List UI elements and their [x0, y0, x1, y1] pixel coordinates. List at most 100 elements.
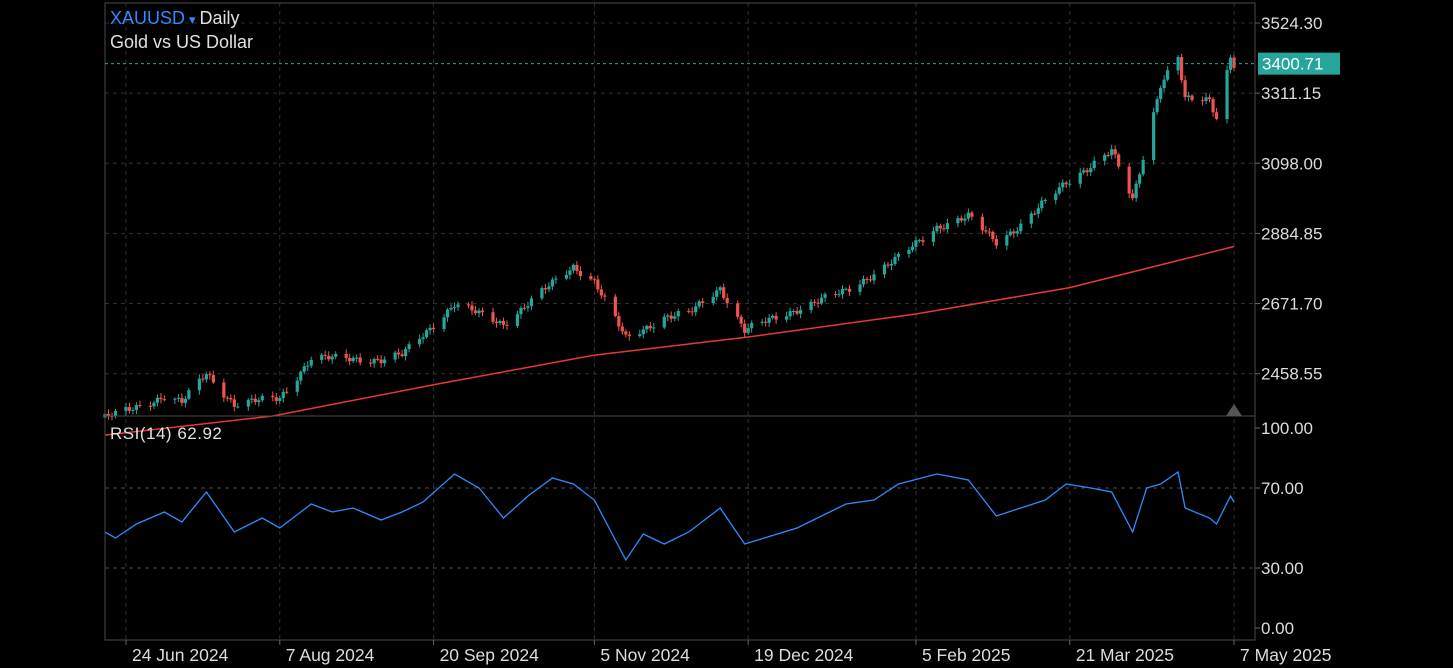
candle-body — [295, 380, 299, 392]
candle-body — [334, 353, 338, 357]
candlestick-layer — [103, 53, 1236, 421]
candle-body — [424, 330, 429, 338]
candle-body — [1152, 112, 1156, 160]
candle-body — [159, 397, 163, 400]
candle-body — [564, 274, 568, 279]
candle-body — [662, 316, 666, 328]
candle-body — [641, 329, 645, 335]
scroll-marker-icon[interactable] — [1226, 404, 1243, 416]
candle-body — [882, 264, 887, 275]
candle-body — [183, 398, 187, 403]
symbol-name[interactable]: XAUUSD — [110, 8, 186, 28]
candle-body — [613, 296, 617, 317]
rsi-layer — [104, 470, 1235, 562]
candle-body — [529, 298, 534, 307]
candle-body — [1113, 149, 1117, 155]
candle-body — [250, 398, 254, 400]
symbol-selector[interactable]: XAUUSD ▾ Daily — [110, 7, 240, 31]
candle-body — [1225, 69, 1229, 120]
candle-body — [589, 276, 593, 280]
candle-body — [473, 310, 478, 314]
candle-body — [746, 328, 750, 333]
candle-body — [131, 409, 135, 411]
price-axis[interactable]: 3524.30 3311.15 3098.00 2884.85 2671.70 2458.… — [1255, 14, 1322, 384]
candle-body — [1228, 57, 1233, 70]
candle-body — [1183, 80, 1187, 98]
candle-body — [344, 353, 348, 359]
candle-body — [1179, 57, 1184, 81]
candle-body — [764, 321, 768, 323]
candle-body — [715, 290, 719, 297]
candle-body — [1159, 88, 1163, 100]
candle-body — [872, 274, 876, 281]
interval-label[interactable]: Daily — [199, 8, 240, 28]
candle-body — [470, 305, 474, 311]
candle-body — [236, 406, 240, 408]
candle-body — [858, 284, 862, 292]
candle-body — [914, 240, 918, 247]
candle-body — [910, 246, 915, 250]
candle-body — [980, 216, 984, 231]
candle-body — [917, 240, 922, 242]
candle-body — [648, 325, 652, 329]
candle-body — [176, 397, 181, 399]
candle-body — [1211, 99, 1215, 113]
candle-body — [106, 413, 111, 416]
candle-body — [571, 264, 575, 271]
candle-body — [257, 400, 261, 403]
candle-body — [739, 316, 743, 324]
candle-body — [421, 337, 425, 340]
time-axis[interactable]: 24 Jun 2024 7 Aug 2024 20 Sep 2024 5 Nov 20… — [125, 640, 1332, 665]
candle-body — [1155, 99, 1159, 113]
candle-body — [984, 230, 988, 232]
candle-body — [816, 302, 820, 304]
candle-body — [1232, 57, 1236, 68]
candle-body — [959, 218, 963, 221]
candle-body — [1064, 182, 1068, 185]
candle-body — [400, 354, 404, 357]
rsi-indicator-label[interactable]: RSI(14) 62.92 — [110, 424, 222, 444]
candle-body — [592, 279, 596, 281]
rsi-axis[interactable]: 100.00 70.00 30.00 0.00 — [1255, 419, 1313, 638]
candle-body — [1089, 168, 1093, 173]
candle-body — [1110, 149, 1114, 156]
candle-body — [501, 320, 506, 325]
candle-body — [494, 321, 499, 324]
candle-body — [798, 310, 803, 314]
candle-body — [722, 287, 726, 298]
candle-body — [208, 374, 212, 376]
candle-body — [956, 218, 960, 224]
candle-body — [676, 311, 680, 317]
candle-body — [1103, 154, 1107, 161]
candle-body — [718, 287, 722, 291]
candle-body — [1085, 170, 1089, 173]
candle-body — [690, 311, 694, 313]
candle-body — [624, 331, 628, 335]
candle-body — [498, 320, 502, 324]
candle-body — [970, 212, 974, 217]
candle-body — [554, 278, 558, 280]
candle-body — [896, 253, 901, 257]
candle-body — [596, 279, 600, 290]
candle-body — [278, 398, 282, 401]
candle-body — [407, 344, 411, 350]
candle-body — [1057, 187, 1061, 194]
price-tick-label: 3524.30 — [1261, 14, 1322, 33]
candle-body — [1207, 97, 1212, 100]
candle-body — [466, 304, 471, 306]
price-tick-label: 2671.70 — [1261, 295, 1322, 314]
candle-body — [526, 306, 530, 308]
candle-body — [994, 239, 998, 246]
candle-body — [666, 315, 670, 317]
chevron-down-icon[interactable]: ▾ — [189, 12, 196, 27]
candle-body — [1106, 154, 1110, 156]
candle-body — [550, 279, 555, 287]
candle-body — [1166, 70, 1170, 80]
candle-body — [306, 365, 310, 367]
candle-body — [148, 405, 153, 407]
candle-body — [697, 301, 701, 307]
candle-body — [1176, 57, 1180, 71]
time-tick-label: 5 Nov 2024 — [600, 645, 690, 665]
candle-body — [155, 397, 160, 403]
